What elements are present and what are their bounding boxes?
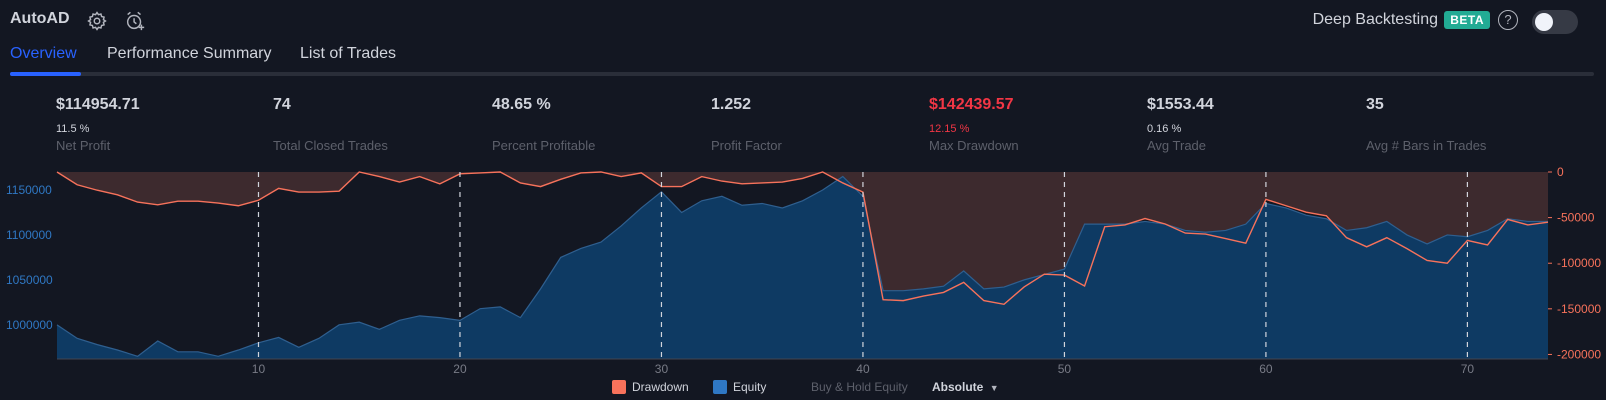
metric-value: 74 — [273, 96, 291, 113]
left-tick-label: 1050000 — [6, 273, 53, 287]
chevron-down-icon: ▼ — [989, 383, 999, 393]
chart-svg[interactable]: 10 20 30 40 50 60 70 1000000 1050000 1100000 11500… — [0, 164, 1606, 374]
legend-equity[interactable]: Equity — [713, 380, 766, 394]
right-tick-label: -150000 — [1557, 302, 1601, 316]
legend-buy-hold[interactable]: Buy & Hold Equity — [811, 380, 908, 394]
metric-net-profit: $114954.71 11.5 % Net Profit — [56, 96, 266, 153]
settings-gear-icon[interactable] — [86, 10, 108, 32]
metric-value: 1.252 — [711, 96, 752, 113]
drawdown-line — [56, 171, 1549, 306]
right-tick-label: -100000 — [1557, 256, 1601, 270]
alarm-clock-plus-icon[interactable] — [124, 10, 146, 32]
tab-overview[interactable]: Overview — [10, 45, 77, 62]
x-tick-label: 60 — [1259, 362, 1273, 374]
metric-sub: 0.16 % — [1147, 123, 1182, 135]
equity-swatch — [713, 380, 727, 394]
left-tick-label: 1000000 — [6, 318, 53, 332]
metric-sub: 12.15 % — [929, 123, 970, 135]
left-tick-label: 1150000 — [6, 183, 52, 197]
equity-line — [56, 175, 1548, 357]
equity-drawdown-chart[interactable]: 10 20 30 40 50 60 70 1000000 1050000 1100000 11500… — [0, 164, 1606, 400]
tab-bar: Overview Performance Summary List of Tra… — [0, 42, 1606, 76]
mode-dropdown-label: Absolute — [932, 380, 984, 394]
right-tick-label: -50000 — [1557, 211, 1595, 225]
x-tick-label: 20 — [453, 362, 467, 374]
metrics-row: $114954.71 11.5 % Net Profit 74 Total Cl… — [0, 96, 1606, 158]
x-tick-label: 30 — [655, 362, 669, 374]
metric-value: 35 — [1366, 96, 1384, 113]
drawdown-swatch — [612, 380, 626, 394]
deep-backtesting-label: Deep Backtesting — [1312, 11, 1438, 28]
chart-legend: Drawdown Equity Buy & Hold Equity Absolu… — [0, 380, 1606, 398]
tab-list-of-trades[interactable]: List of Trades — [300, 45, 397, 62]
metric-label: Percent Profitable — [492, 138, 596, 153]
metric-label: Profit Factor — [711, 138, 782, 153]
help-icon[interactable]: ? — [1498, 10, 1518, 30]
mode-dropdown[interactable]: Absolute ▼ — [932, 380, 999, 394]
x-tick-label: 10 — [252, 362, 266, 374]
metric-sub — [492, 123, 702, 136]
metric-value: $142439.57 — [929, 96, 1014, 113]
metric-avg-trade: $1553.44 0.16 % Avg Trade — [1147, 96, 1357, 153]
tab-underline-track — [10, 72, 1594, 76]
metric-max-drawdown: $142439.57 12.15 % Max Drawdown — [929, 96, 1139, 153]
metric-avg-bars: 35 Avg # Bars in Trades — [1366, 96, 1576, 153]
tab-performance-summary[interactable]: Performance Summary — [107, 45, 272, 62]
metric-percent-profitable: 48.65 % Percent Profitable — [492, 96, 702, 153]
metric-value: 48.65 % — [492, 96, 551, 113]
metric-label: Max Drawdown — [929, 138, 1019, 153]
drawdown-area — [57, 172, 1548, 305]
metric-label: Avg # Bars in Trades — [1366, 138, 1487, 153]
right-tick-label: 0 — [1557, 165, 1564, 179]
legend-drawdown[interactable]: Drawdown — [612, 380, 689, 394]
metric-sub — [711, 123, 921, 136]
metric-label: Net Profit — [56, 138, 111, 153]
legend-drawdown-label: Drawdown — [632, 380, 689, 394]
metric-sub — [273, 123, 483, 136]
tab-active-indicator — [10, 72, 81, 76]
strategy-title: AutoAD — [10, 10, 70, 27]
x-tick-label: 50 — [1058, 362, 1072, 374]
x-tick-label: 70 — [1461, 362, 1475, 374]
metric-sub: 11.5 % — [56, 123, 90, 135]
left-tick-label: 1100000 — [6, 228, 52, 242]
metric-total-closed-trades: 74 Total Closed Trades — [273, 96, 483, 153]
top-bar: AutoAD Deep Backtesting BETA ? — [0, 0, 1606, 42]
equity-area — [57, 176, 1548, 359]
x-tick-label: 40 — [856, 362, 870, 374]
right-tick-label: -200000 — [1557, 347, 1601, 361]
metric-profit-factor: 1.252 Profit Factor — [711, 96, 921, 153]
deep-backtesting-toggle[interactable] — [1532, 10, 1578, 34]
legend-equity-label: Equity — [733, 380, 767, 394]
metric-sub — [1366, 123, 1576, 136]
metric-label: Avg Trade — [1147, 138, 1207, 153]
beta-badge: BETA — [1444, 11, 1490, 29]
metric-value: $1553.44 — [1147, 96, 1214, 113]
metric-label: Total Closed Trades — [273, 138, 388, 153]
metric-value: $114954.71 — [56, 96, 140, 113]
toggle-knob — [1535, 13, 1553, 31]
